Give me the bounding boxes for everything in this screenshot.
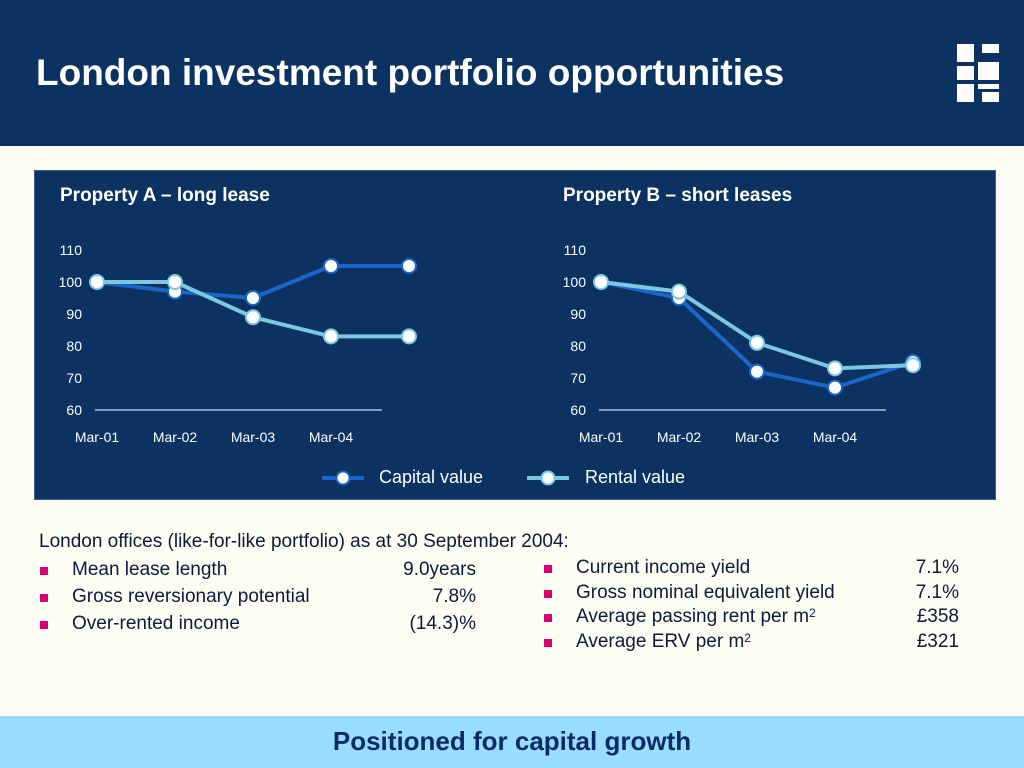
bullet-icon — [544, 589, 552, 598]
x-tick-label: Mar-03 — [735, 429, 780, 445]
chart-title-property-a: Property A – long lease — [60, 185, 270, 206]
x-tick-label: Mar-03 — [231, 429, 276, 445]
superscript: 2 — [744, 630, 751, 645]
data-point — [245, 309, 261, 326]
x-tick-label: Mar-04 — [813, 429, 858, 445]
stat-value: £321 — [916, 630, 959, 652]
data-point — [593, 274, 609, 290]
data-point — [89, 274, 105, 290]
page-title: London investment portfolio opportunitie… — [36, 52, 785, 93]
stats-right: Current income yield 7.1% Gross nominal … — [544, 557, 959, 655]
tagline: Positioned for capital growth — [332, 726, 692, 756]
data-point — [671, 283, 687, 300]
data-point — [749, 334, 765, 351]
legend-capital-icon — [322, 470, 364, 486]
stat-value: 9.0years — [403, 559, 476, 580]
stats-left: Mean lease length 9.0years Gross reversi… — [40, 559, 476, 640]
chart-property-a: 110 100 90 80 70 60 Mar-01 Mar-02 Mar-03 Mar-04 — [59, 242, 417, 445]
list-item: Mean lease length 9.0years — [40, 559, 476, 586]
footer-bar: Positioned for capital growth — [0, 716, 1024, 768]
header-bar: London investment portfolio opportunitie… — [0, 0, 1024, 146]
x-tick-label: Mar-02 — [657, 429, 702, 445]
stat-label: Average passing rent per m2 — [576, 606, 816, 628]
data-point — [749, 363, 765, 380]
y-tick-label: 80 — [66, 338, 82, 354]
list-item: Average ERV per m2 £321 — [544, 631, 959, 656]
stat-label: Over-rented income — [72, 613, 240, 634]
bullet-icon — [544, 638, 552, 647]
list-item: Over-rented income (14.3)% — [40, 613, 476, 640]
data-point — [905, 357, 921, 374]
stat-value: 7.8% — [432, 586, 476, 607]
y-tick-label: 100 — [59, 274, 83, 290]
x-tick-label: Mar-02 — [153, 429, 198, 445]
data-point — [323, 328, 339, 345]
list-item: Gross reversionary potential 7.8% — [40, 586, 476, 613]
list-item: Gross nominal equivalent yield 7.1% — [544, 582, 959, 607]
legend-rental-label: Rental value — [585, 467, 686, 487]
y-tick-label: 70 — [570, 370, 586, 386]
superscript: 2 — [809, 606, 816, 620]
legend-rental-icon — [527, 470, 569, 486]
data-point — [323, 258, 339, 274]
stat-value: 7.1% — [915, 581, 959, 603]
x-tick-label: Mar-01 — [579, 429, 624, 445]
data-point — [401, 258, 417, 274]
data-point — [167, 274, 183, 290]
bullet-icon — [544, 614, 552, 622]
chart-property-b: 110 100 90 80 70 60 Mar-01 Mar-02 Mar-03 Mar-04 — [563, 242, 921, 445]
y-tick-label: 90 — [570, 306, 586, 322]
stat-value: 7.1% — [915, 557, 959, 578]
stat-label: Gross reversionary potential — [72, 586, 310, 607]
chart-title-property-b: Property B – short leases — [563, 185, 793, 206]
legend-capital-label: Capital value — [379, 467, 484, 487]
charts-panel: Property A – long lease Property B – sho… — [34, 170, 996, 500]
y-tick-label: 110 — [60, 242, 83, 258]
bullet-icon — [40, 567, 48, 575]
data-point — [827, 360, 843, 377]
y-tick-label: 60 — [570, 402, 586, 418]
list-item: Average passing rent per m2 £358 — [544, 606, 959, 631]
bullet-icon — [40, 621, 48, 629]
x-tick-label: Mar-01 — [75, 429, 120, 445]
y-tick-label: 100 — [563, 274, 587, 290]
bullet-icon — [40, 594, 48, 602]
data-point — [401, 328, 417, 345]
stat-label: Gross nominal equivalent yield — [576, 581, 835, 603]
y-tick-label: 70 — [66, 370, 82, 386]
data-point — [245, 290, 261, 306]
summary-intro: London offices (like-for-like portfolio)… — [39, 531, 569, 552]
company-logo — [957, 44, 999, 102]
bullet-icon — [544, 565, 552, 573]
y-tick-label: 110 — [564, 242, 587, 258]
stat-label: Average ERV per m2 — [576, 631, 751, 653]
y-tick-label: 80 — [570, 338, 586, 354]
x-tick-label: Mar-04 — [309, 429, 354, 445]
stat-value: (14.3)% — [409, 613, 476, 634]
stat-value: £358 — [916, 606, 959, 627]
data-point — [827, 379, 843, 396]
stat-label-text: Average passing rent per m — [576, 606, 810, 627]
y-tick-label: 90 — [66, 306, 82, 322]
y-tick-label: 60 — [66, 402, 82, 418]
stat-label-text: Average ERV per m — [576, 630, 745, 652]
series-line — [600, 280, 914, 371]
stat-label: Mean lease length — [72, 559, 228, 580]
list-item: Current income yield 7.1% — [544, 557, 959, 582]
stat-label: Current income yield — [576, 557, 751, 578]
